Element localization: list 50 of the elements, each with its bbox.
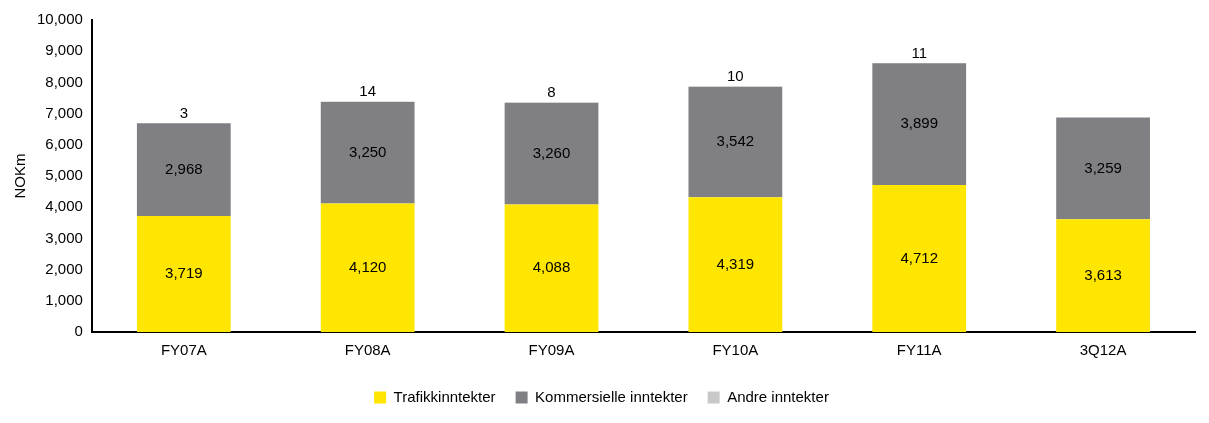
y-tick-label: 8,000: [45, 72, 83, 90]
bar: [1056, 117, 1150, 220]
legend-label: Andre inntekter: [727, 387, 829, 405]
data-label: 4,712: [900, 248, 938, 266]
data-label: 3,899: [900, 114, 938, 132]
bar: [504, 102, 599, 205]
bar: [136, 123, 231, 216]
data-label: 3,259: [1084, 158, 1122, 176]
y-tick-label: 7,000: [45, 103, 83, 121]
data-label: 8: [547, 83, 556, 101]
data-label: 10: [727, 67, 744, 85]
bar: [320, 203, 415, 332]
y-tick-label: 5,000: [45, 166, 83, 184]
data-label: 4,319: [716, 254, 755, 272]
x-tick-label: FY11A: [896, 341, 942, 359]
x-tick-label: FY09A: [528, 341, 575, 359]
bar: [872, 63, 967, 185]
y-tick-label: 0: [74, 322, 83, 340]
bar: [872, 184, 967, 332]
bar: [504, 204, 599, 332]
bar: [688, 197, 783, 332]
data-label: 3,542: [716, 132, 755, 150]
x-tick-label: 3Q12A: [1079, 341, 1127, 359]
data-label: 14: [359, 82, 376, 100]
x-tick-label: FY10A: [712, 341, 759, 359]
y-tick-label: 6,000: [45, 134, 83, 152]
data-label: 4,120: [348, 257, 387, 275]
data-label: 3,260: [532, 143, 571, 161]
bar: [136, 215, 231, 332]
data-label: 3,719: [165, 264, 203, 282]
data-label: 3,613: [1084, 265, 1122, 283]
data-label: 3: [179, 103, 188, 121]
data-label: 11: [911, 43, 928, 61]
y-tick-label: 3,000: [45, 228, 83, 246]
y-axis-title: NOKm: [11, 153, 29, 199]
data-label: 3,250: [348, 142, 387, 160]
y-tick-label: 2,000: [45, 259, 83, 277]
x-tick-label: FY08A: [344, 341, 391, 359]
data-label: 4,088: [532, 258, 571, 276]
bar: [1056, 219, 1150, 332]
bar: [320, 102, 415, 204]
y-tick-label: 4,000: [45, 197, 83, 215]
bar: [688, 86, 783, 198]
y-tick-label: 1,000: [45, 290, 83, 308]
data-label: 2,968: [165, 159, 203, 177]
y-tick-label: 9,000: [45, 41, 83, 59]
y-tick-label: 10,000: [36, 10, 83, 28]
x-tick-label: FY07A: [160, 341, 207, 359]
legend-label: Trafikkinntekter: [393, 387, 496, 405]
legend-label: Kommersielle inntekter: [535, 387, 688, 405]
